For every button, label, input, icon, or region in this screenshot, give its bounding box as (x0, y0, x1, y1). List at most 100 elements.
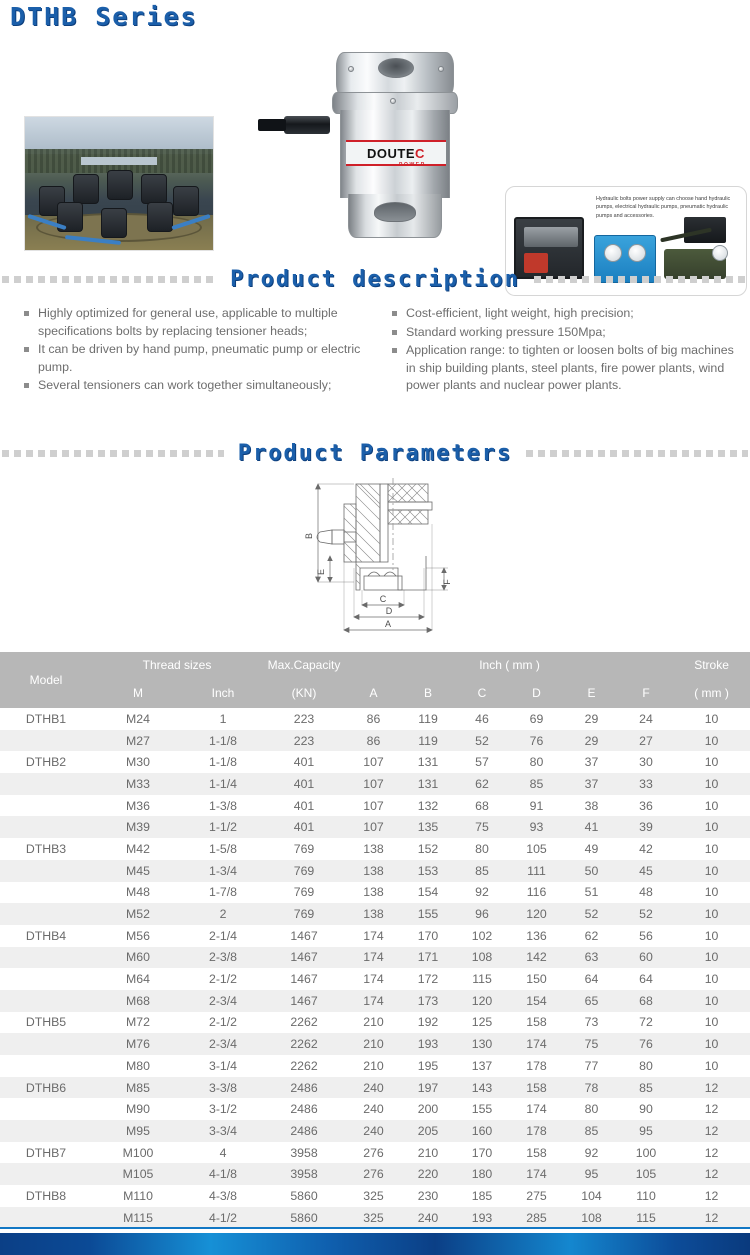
photo-tensioner (101, 208, 127, 238)
cell-dim-c: 185 (471, 1188, 493, 1203)
cell-thread-inch: 4 (219, 1145, 227, 1160)
cell-thread-inch: 4-3/8 (208, 1188, 238, 1203)
cell-stroke: 12 (704, 1167, 719, 1182)
cell-dim-a: 107 (363, 820, 384, 835)
cell-dim-f: 39 (639, 820, 653, 835)
section-header-parameters: Product Parameters (0, 436, 750, 470)
cell-dim-b: 193 (417, 1037, 439, 1052)
photo-tensioner (73, 174, 99, 204)
cell-thread-m: M68 (126, 993, 150, 1008)
table-row: DTHB8 M110 4-3/8 5860 325 230 185 275 104 110 12 (0, 1185, 750, 1207)
cell-dim-d: 158 (526, 1080, 547, 1095)
dimension-drawing-svg: B E F C D A (304, 478, 452, 633)
cell-dim-c: 92 (475, 885, 489, 900)
cell-thread-inch: 2-3/4 (208, 1037, 238, 1052)
cell-thread-inch: 2-1/2 (208, 972, 238, 987)
cell-dim-d: 76 (529, 733, 544, 748)
cell-thread-m: M80 (126, 1058, 150, 1073)
col-dim-c: C (477, 686, 487, 700)
cell-thread-m: M45 (126, 863, 150, 878)
cell-dim-c: 62 (475, 776, 489, 791)
photo-water (81, 156, 157, 165)
cell-thread-inch: 1-5/8 (208, 841, 238, 856)
cell-dim-c: 46 (475, 711, 489, 726)
cell-dim-c: 108 (471, 950, 493, 965)
col-dim-b: B (424, 686, 433, 700)
tensioner-illustration: DOUTEC POWER (258, 52, 467, 242)
cell-dim-a: 138 (363, 841, 384, 856)
tensioner-screw (390, 98, 396, 104)
table-row: M27 1-1/8 223 86 119 52 76 29 27 10 (0, 729, 750, 752)
cell-dim-d: 91 (529, 798, 544, 813)
cell-stroke: 10 (704, 755, 719, 770)
description-column-left: Highly optimized for general use, applic… (22, 305, 372, 396)
cell-model (0, 1055, 92, 1077)
description-column-right: Cost-efficient, light weight, high preci… (390, 305, 735, 396)
col-dim-d: D (532, 686, 541, 700)
cell-stroke: 10 (704, 972, 719, 987)
cell-thread-m: M52 (126, 907, 150, 922)
cell-dim-c: 160 (471, 1123, 493, 1138)
cell-capacity: 769 (293, 885, 315, 900)
tensioner-bore-hole (378, 58, 414, 78)
cell-dim-b: 192 (417, 1015, 439, 1030)
cell-dim-a: 240 (363, 1080, 384, 1095)
cell-dim-d: 178 (526, 1123, 547, 1138)
cell-dim-b: 153 (417, 863, 439, 878)
col-dim-f: F (642, 686, 650, 700)
description-item: It can be driven by hand pump, pneumatic… (22, 341, 372, 376)
cell-model (0, 1098, 92, 1120)
cell-dim-e: 38 (584, 798, 599, 813)
cell-dim-e: 49 (584, 841, 599, 856)
product-image: DOUTEC POWER (258, 44, 485, 259)
table-header-row-top: Model Thread sizes Max.Capacity Inch ( m… (0, 652, 750, 687)
col-thread-inch: Inch (211, 686, 235, 700)
cell-dim-e: 63 (584, 950, 599, 965)
description-list-left: Highly optimized for general use, applic… (22, 305, 372, 395)
cell-dim-c: 57 (475, 755, 489, 770)
cell-thread-inch: 1-1/8 (208, 733, 238, 748)
cell-thread-m: M39 (126, 820, 150, 835)
cell-capacity: 401 (293, 755, 315, 770)
cell-thread-m: M24 (126, 711, 150, 726)
cell-dim-b: 135 (417, 820, 439, 835)
parameters-table-wrapper: Model Thread sizes Max.Capacity Inch ( m… (0, 652, 750, 1229)
cell-dim-f: 100 (635, 1145, 657, 1160)
cell-thread-inch: 1-1/8 (208, 755, 238, 770)
cell-thread-m: M56 (126, 928, 150, 943)
photo-sky (25, 117, 213, 155)
cell-dim-e: 80 (584, 1102, 599, 1117)
table-bottom-rule (0, 1227, 750, 1229)
dim-label-D: D (386, 606, 393, 616)
cell-stroke: 12 (704, 1123, 719, 1138)
cell-dim-e: 62 (584, 928, 599, 943)
description-list-right: Cost-efficient, light weight, high preci… (390, 305, 735, 395)
cell-dim-e: 104 (581, 1188, 602, 1203)
table-row: DTHB7 M100 4 3958 276 210 170 158 92 100 12 (0, 1141, 750, 1164)
photo-tensioner (173, 186, 199, 216)
cell-stroke: 10 (704, 1015, 719, 1030)
cell-dim-e: 108 (581, 1210, 602, 1225)
cell-dim-e: 37 (584, 776, 599, 791)
cell-dim-e: 64 (584, 972, 599, 987)
dim-label-B: B (304, 533, 314, 539)
cell-model: DTHB8 (25, 1188, 67, 1203)
cell-dim-d: 85 (529, 776, 544, 791)
cell-thread-m: M36 (126, 798, 150, 813)
cell-dim-f: 76 (639, 1037, 653, 1052)
table-row: M33 1-1/4 401 107 131 62 85 37 33 10 (0, 773, 750, 795)
description-item: Standard working pressure 150Mpa; (390, 324, 735, 342)
cell-stroke: 12 (704, 1210, 719, 1225)
cell-dim-c: 52 (475, 733, 489, 748)
cell-stroke: 10 (704, 1037, 719, 1052)
description-section: Highly optimized for general use, applic… (0, 305, 750, 425)
cell-dim-e: 92 (584, 1145, 599, 1160)
table-row: M52 2 769 138 155 96 120 52 52 10 (0, 903, 750, 925)
cell-dim-d: 174 (526, 1037, 547, 1052)
cell-stroke: 10 (704, 841, 719, 856)
description-item: Highly optimized for general use, applic… (22, 305, 372, 340)
cell-thread-inch: 1-1/2 (208, 820, 238, 835)
cell-thread-m: M27 (126, 733, 150, 748)
cell-dim-e: 50 (584, 863, 599, 878)
